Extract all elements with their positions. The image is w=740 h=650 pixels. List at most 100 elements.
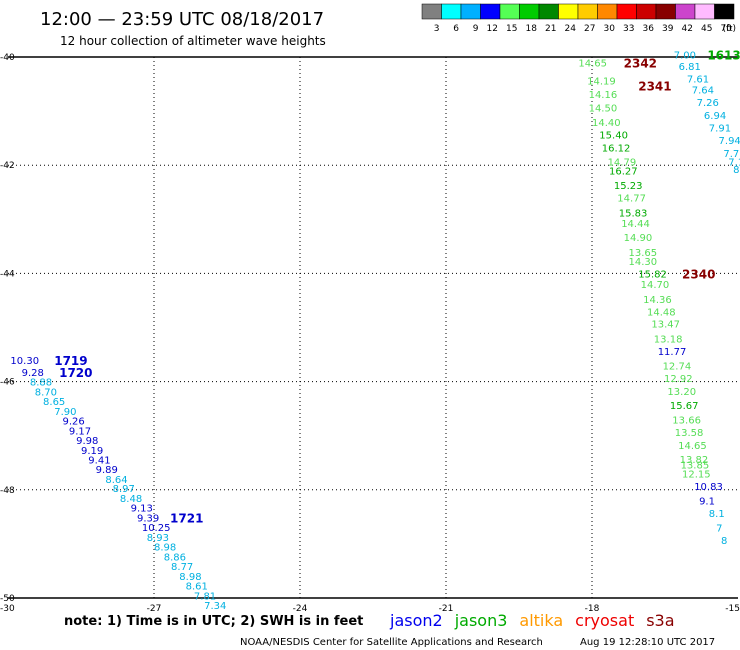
- wave-height-color-scale: 3 6 9 12 15 18 21 24 27 30 33 36 39 42 45 70(ft): [421, 3, 736, 34]
- wave-height-label: 8.65: [43, 397, 65, 408]
- legend-swatch-33: [616, 3, 637, 20]
- legend-label-24: 24: [565, 24, 577, 34]
- wave-height-label: 10.30: [10, 356, 39, 367]
- lon-tick--15: -15: [725, 604, 740, 614]
- wave-height-label: 7.1: [728, 157, 740, 168]
- wave-height-label: 8.93: [147, 533, 169, 544]
- wave-height-label: 8.97: [113, 484, 135, 495]
- lat-tick--40: -40: [0, 53, 15, 63]
- wave-height-label: 9.26: [63, 417, 85, 428]
- satellite-s3a: s3a: [646, 611, 674, 630]
- wave-height-label: 14.90: [624, 233, 653, 244]
- wave-height-label: 12.15: [682, 470, 711, 481]
- map-title: 12:00 — 23:59 UTC 08/18/2017: [40, 9, 324, 30]
- satellite-jason3: jason3: [454, 611, 508, 630]
- wave-height-label: 9.19: [81, 446, 103, 457]
- wave-height-label: 11.77: [658, 347, 687, 358]
- wave-height-label: 14.16: [589, 90, 618, 101]
- wave-height-label: 8.70: [35, 387, 57, 398]
- wave-height-label: 13.58: [675, 428, 704, 439]
- altimeter-tracks: 10.309.288.888.708.657.909.269.179.989.1…: [10, 48, 740, 610]
- wave-height-label: 8.98: [179, 572, 201, 583]
- legend-swatch-12: [480, 3, 501, 20]
- wave-height-label: 15.82: [638, 269, 667, 280]
- legend-label-9: 9: [473, 24, 479, 34]
- time-label: 2340: [682, 267, 715, 281]
- legend-swatch-21: [538, 3, 559, 20]
- legend-label-70: 70: [721, 24, 733, 34]
- legend-swatch-70: [714, 3, 735, 20]
- wave-height-label: 10.83: [694, 482, 723, 493]
- wave-height-label: 13.20: [667, 387, 696, 398]
- wave-height-label: 8: [721, 536, 727, 547]
- wave-height-label: 14.48: [647, 307, 676, 318]
- wave-height-label: 12.74: [663, 361, 692, 372]
- legend-swatch-36: [636, 3, 657, 20]
- legend-swatch-3: [421, 3, 442, 20]
- legend-label-45: 45: [701, 24, 712, 34]
- satellite-altika: altika: [519, 611, 563, 630]
- track-west-jason2: 10.309.288.888.708.657.909.269.179.989.1…: [10, 354, 226, 610]
- wave-height-label: 6.81: [679, 62, 701, 73]
- wave-height-label: 14.50: [589, 103, 618, 114]
- legend-swatch-24: [558, 3, 579, 20]
- wave-height-label: 15.67: [670, 401, 699, 412]
- wave-height-label: 14.44: [621, 219, 650, 230]
- wave-height-label: 13.66: [672, 415, 701, 426]
- satellite-cryosat: cryosat: [575, 611, 634, 630]
- legend-label-18: 18: [526, 24, 538, 34]
- wave-height-label: 13.65: [629, 248, 658, 259]
- wave-height-label: 7.00: [674, 50, 696, 61]
- wave-height-label: 8.88: [30, 378, 52, 389]
- time-label: 2341: [638, 80, 671, 94]
- map-subtitle: 12 hour collection of altimeter wave hei…: [60, 34, 326, 48]
- time-label: 1720: [59, 366, 92, 380]
- wave-height-label: 8.98: [154, 543, 176, 554]
- lat-tick--50: -50: [0, 594, 15, 604]
- wave-height-label: 8.77: [171, 562, 193, 573]
- wave-height-label: 13.47: [651, 320, 680, 331]
- wave-height-label: 7.61: [687, 75, 709, 86]
- wave-height-label: 12.92: [664, 374, 693, 385]
- wave-height-label: 9.89: [96, 465, 118, 476]
- lon-tick--27: -27: [147, 604, 162, 614]
- wave-height-label: 14.79: [608, 157, 637, 168]
- legend-swatch-6: [441, 3, 462, 20]
- legend-label-21: 21: [545, 24, 556, 34]
- legend-label-12: 12: [487, 24, 498, 34]
- lat-lon-grid: [8, 56, 738, 599]
- wave-height-label: 16.27: [609, 167, 638, 178]
- wave-height-label: 14.19: [587, 76, 616, 87]
- wave-height-label: 15.40: [599, 130, 628, 141]
- axis-tick-labels: -40 -42 -44 -46 -48 -50-30 -27 -24 -21 -18 -15: [0, 53, 740, 614]
- wave-height-label: 14.77: [617, 194, 646, 205]
- wave-height-label: 7.7: [723, 149, 739, 160]
- footer-credit: NOAA/NESDIS Center for Satellite Applica…: [240, 637, 543, 648]
- wave-height-label: 7.81: [194, 591, 216, 602]
- wave-height-label: 9.28: [22, 368, 44, 379]
- wave-height-label: 14.30: [629, 257, 658, 268]
- wave-height-label: 9.98: [76, 436, 98, 447]
- legend-swatch-39: [655, 3, 676, 20]
- footer-timestamp: Aug 19 12:28:10 UTC 2017: [580, 637, 715, 648]
- legend-label-27: 27: [584, 24, 595, 34]
- footer-note: note: 1) Time is in UTC; 2) SWH is in fe…: [64, 614, 363, 629]
- legend-swatch-45: [694, 3, 715, 20]
- legend-label-3: 3: [434, 24, 440, 34]
- satellite-jason2: jason2: [389, 611, 443, 630]
- lat-tick--48: -48: [0, 486, 15, 496]
- wave-height-label: 10.25: [142, 523, 171, 534]
- wave-height-label: 7.64: [692, 85, 714, 96]
- wave-height-label: 13.82: [680, 455, 709, 466]
- wave-height-label: 8.48: [120, 494, 142, 505]
- lon-tick--18: -18: [585, 604, 600, 614]
- wave-height-label: 9.41: [88, 456, 110, 467]
- legend-swatch-30: [597, 3, 618, 20]
- wave-height-label: 7.94: [719, 136, 740, 147]
- time-label: 2342: [624, 56, 657, 70]
- time-label: 1613: [707, 48, 740, 62]
- lat-tick--46: -46: [0, 378, 15, 388]
- legend-label-30: 30: [604, 24, 616, 34]
